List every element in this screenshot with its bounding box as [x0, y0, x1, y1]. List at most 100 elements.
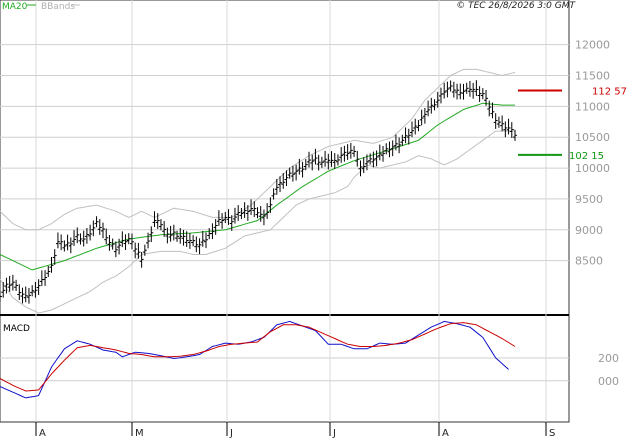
price-bar: [104, 228, 109, 245]
price-bar: [274, 179, 279, 195]
price-bar: [220, 213, 225, 229]
price-bar: [216, 210, 221, 226]
price-bar: [403, 127, 408, 144]
price-bar: [30, 285, 35, 297]
price-bar: [316, 154, 321, 171]
price-bar: [210, 223, 215, 240]
price-bar: [307, 151, 311, 168]
price-bar: [88, 224, 93, 241]
price-bar: [1, 281, 6, 298]
price-bar: [136, 242, 141, 259]
price-bar: [78, 233, 83, 245]
price-bar: [149, 226, 154, 243]
price-bar: [236, 205, 241, 221]
price-bar: [239, 208, 244, 220]
price-bar: [168, 225, 173, 242]
price-bar: [487, 100, 492, 117]
price-bar: [371, 151, 376, 168]
x-tick-label-A: A: [39, 428, 46, 439]
price-bar: [352, 145, 357, 157]
macd-line: [0, 320, 509, 399]
price-bar: [184, 231, 189, 248]
price-bar: [213, 219, 218, 235]
price-bar: [75, 227, 80, 244]
price-bar: [265, 203, 270, 219]
price-bar: [107, 235, 112, 251]
price-bar: [368, 153, 373, 165]
price-bar: [113, 241, 118, 258]
price-bar: [120, 231, 125, 248]
price-bar: [397, 137, 402, 154]
price-bar: [448, 80, 453, 92]
main-grid: [0, 44, 569, 262]
ma20-line: [0, 102, 515, 271]
price-bar: [326, 153, 331, 170]
price-bar: [426, 100, 431, 117]
price-bar: [178, 227, 183, 244]
price-bar: [384, 143, 389, 155]
copyright: © TEC 26/8/2026 3:0 GMT: [456, 1, 576, 11]
bb-lower-line: [0, 130, 515, 314]
price-bar: [20, 287, 25, 304]
price-bar: [110, 238, 115, 250]
macd-y-tick-000: 000: [598, 375, 619, 388]
y-tick-10500: 10500: [575, 131, 610, 144]
price-bar: [294, 164, 299, 181]
price-bar: [319, 156, 324, 168]
price-bar: [261, 209, 266, 226]
price-bar: [62, 240, 67, 252]
price-bar: [281, 173, 286, 189]
price-bar: [68, 237, 73, 254]
macd-grid: [0, 357, 569, 382]
price-bar: [422, 107, 427, 124]
price-bar: [229, 215, 234, 231]
x-tick-label-J: J: [229, 428, 233, 439]
price-bar: [271, 188, 276, 200]
resistance-label: 112 57: [592, 87, 627, 98]
price-bar: [377, 144, 382, 161]
price-bar: [364, 154, 369, 171]
price-bar: [26, 287, 31, 304]
price-bar: [181, 229, 186, 246]
price-bar: [65, 234, 70, 251]
price-bar: [493, 113, 498, 129]
price-bar: [303, 159, 308, 171]
x-tick-label-A: A: [442, 428, 449, 439]
price-bar: [223, 211, 228, 223]
price-bar: [442, 82, 447, 99]
price-bar: [14, 279, 19, 291]
price-bar: [258, 206, 263, 222]
price-bar: [284, 170, 289, 187]
x-tick-label-J: J: [332, 428, 336, 439]
price-bar: [7, 276, 12, 292]
bb-upper-line: [0, 68, 516, 231]
support-label: 102 15: [569, 151, 604, 162]
price-bar: [43, 270, 48, 286]
price-bar: [467, 81, 472, 97]
ma20-path: [0, 102, 515, 271]
price-bar: [464, 82, 469, 94]
price-bar: [52, 249, 57, 265]
price-bar: [200, 231, 205, 247]
price-bar: [432, 99, 437, 111]
price-bar: [484, 90, 489, 106]
price-bar: [84, 227, 89, 244]
price-bar: [226, 209, 231, 225]
price-bar: [419, 109, 424, 126]
price-bar: [49, 256, 54, 273]
price-bar: [94, 216, 99, 228]
macd-lines: [0, 320, 516, 399]
price-bar: [158, 219, 163, 231]
price-bar: [139, 252, 144, 268]
price-bar: [339, 147, 344, 163]
price-bar: [410, 121, 414, 138]
y-axis-labels: 8500 9000 9500 10000 10500 11000 11500 12000 200…: [575, 39, 619, 388]
price-bar: [101, 222, 105, 239]
y-tick-11500: 11500: [575, 70, 610, 83]
price-bar: [381, 145, 386, 162]
price-bar: [361, 157, 366, 173]
price-bar: [480, 88, 485, 100]
price-bar: [175, 230, 180, 242]
price-bar: [0, 290, 2, 302]
